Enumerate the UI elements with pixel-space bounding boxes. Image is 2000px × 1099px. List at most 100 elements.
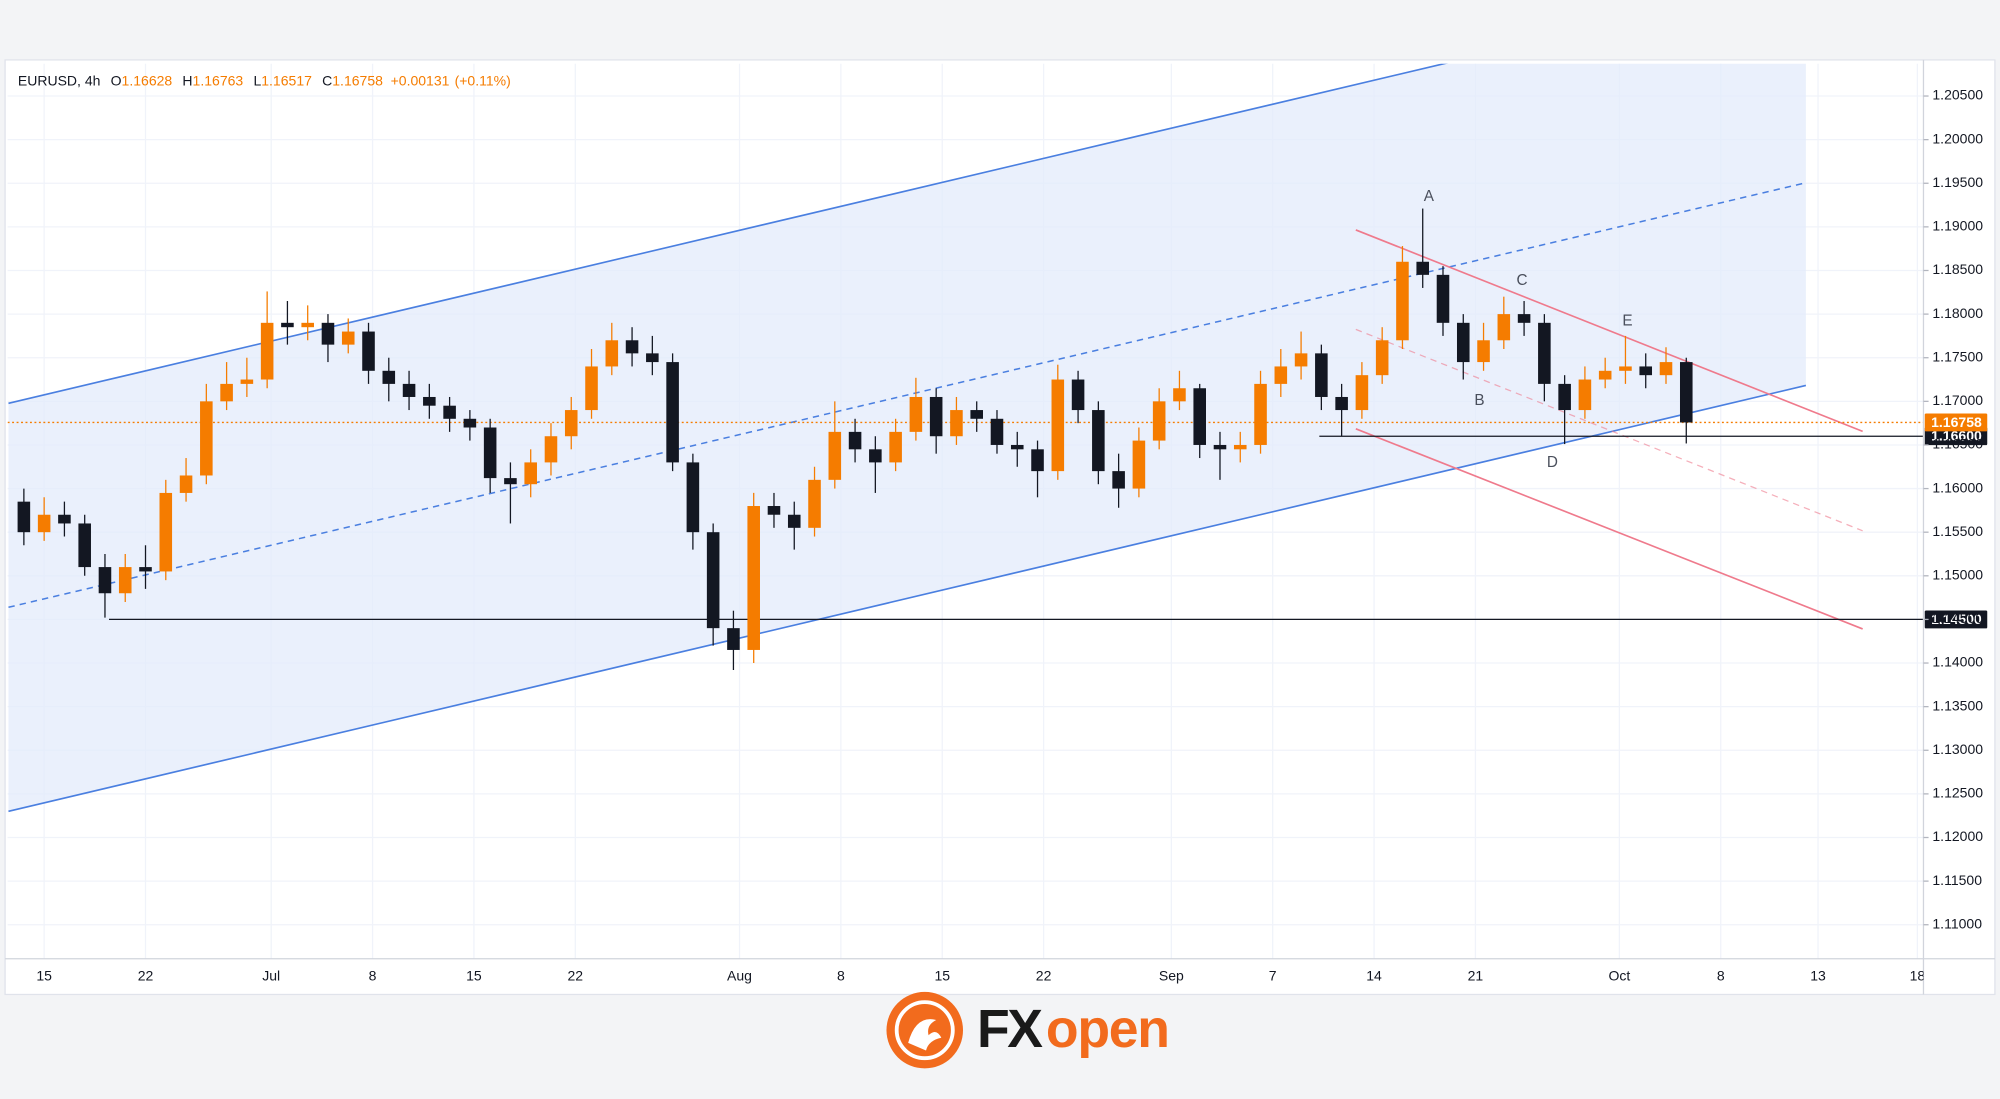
candle-body xyxy=(443,405,456,419)
candle-body xyxy=(889,431,902,463)
legend-value: 1.16758 xyxy=(332,72,383,88)
y-tick-label: 1.15000 xyxy=(1932,567,1983,583)
candle-body xyxy=(1315,353,1328,397)
y-tick-label: 1.13000 xyxy=(1932,741,1983,757)
candle-body xyxy=(970,410,983,419)
candle-body xyxy=(1639,366,1653,376)
symbol-legend: EURUSD, 4h O1.16628 H1.16763 L1.16517 C1.167… xyxy=(18,72,511,88)
channel-middle xyxy=(8,181,1807,609)
triangle-upper xyxy=(1355,229,1863,433)
price-label-box xyxy=(1924,427,1988,446)
candle-body xyxy=(1558,383,1571,411)
candle-body xyxy=(1375,340,1389,376)
candles xyxy=(17,208,1693,671)
y-tick-label: 1.20000 xyxy=(1932,130,1983,146)
x-tick-label: 13 xyxy=(1810,967,1826,983)
candle-body xyxy=(1051,379,1065,472)
candle-body xyxy=(869,449,882,463)
y-tick-label: 1.15500 xyxy=(1932,523,1983,539)
candle-body xyxy=(382,370,396,384)
legend-value: 1.16763 xyxy=(193,72,244,88)
price-label-box xyxy=(1924,610,1988,629)
pattern-label: E xyxy=(1622,313,1632,330)
pattern-label: B xyxy=(1474,392,1484,409)
x-tick-label: Oct xyxy=(1608,967,1630,983)
y-tick-label: 1.16000 xyxy=(1932,479,1983,495)
y-tick-label: 1.19500 xyxy=(1932,174,1983,190)
x-tick-label: Sep xyxy=(1159,967,1184,983)
candle-body xyxy=(1213,444,1227,450)
candle-body xyxy=(950,410,963,437)
x-axis: 15 22 Jul 8 15 22 Aug 8 15 22 Sep 7 14 21 Oct 8 13 18 xyxy=(36,967,1923,983)
y-tick-label: 1.17000 xyxy=(1932,392,1983,408)
legend-key: H xyxy=(182,72,192,88)
x-tick-label: 14 xyxy=(1366,967,1382,983)
candle-body xyxy=(423,396,436,406)
candle-body xyxy=(78,523,91,568)
candle-body xyxy=(483,427,497,479)
candle-body xyxy=(37,514,51,533)
candle-body xyxy=(220,383,233,402)
brand-fx: FX xyxy=(977,1000,1043,1059)
candle-body xyxy=(848,431,862,450)
y-tick-label: 1.11000 xyxy=(1932,915,1982,931)
candle-body xyxy=(564,410,578,437)
candle-body xyxy=(544,436,558,463)
y-tick-label: 1.12500 xyxy=(1932,785,1983,801)
candle-body xyxy=(747,506,760,650)
legend-value: 1.16628 xyxy=(122,72,173,88)
candle-body xyxy=(1619,366,1632,371)
candle-body xyxy=(1132,440,1146,489)
candle-body xyxy=(1355,375,1369,411)
candle-body xyxy=(260,322,274,380)
y-tick-label: 1.13500 xyxy=(1932,697,1983,713)
candle-body xyxy=(1659,362,1673,376)
candle-body xyxy=(321,322,335,345)
legend-symbol: EURUSD, 4h xyxy=(18,72,101,88)
candle-body xyxy=(1335,396,1348,411)
legend-value: 1.16517 xyxy=(261,72,312,88)
candle-body xyxy=(706,532,720,629)
candle-body xyxy=(281,322,294,328)
candle-body xyxy=(524,462,537,485)
legend-key: O xyxy=(111,72,122,88)
pattern-label: A xyxy=(1424,188,1435,205)
candle-body xyxy=(727,628,740,650)
y-tick-label: 1.14500 xyxy=(1932,610,1983,626)
candle-body xyxy=(1497,314,1511,341)
candle-body xyxy=(686,462,700,533)
candle-body xyxy=(301,322,314,328)
y-tick-label: 1.18500 xyxy=(1932,261,1983,277)
y-tick-label: 1.19000 xyxy=(1932,218,1983,234)
candle-body xyxy=(1274,366,1288,384)
candle-body xyxy=(58,514,71,524)
price-label: 1.14500 xyxy=(1931,611,1982,627)
candle-body xyxy=(179,475,193,493)
candle-body xyxy=(1294,353,1308,367)
candle-body xyxy=(1517,314,1531,323)
x-tick-label: 21 xyxy=(1468,967,1484,983)
candle-body xyxy=(1477,340,1490,363)
candle-body xyxy=(159,492,173,572)
candle-body xyxy=(402,383,416,397)
candle-body xyxy=(1538,322,1551,384)
candle-body xyxy=(808,479,821,528)
y-tick-label: 1.11500 xyxy=(1932,872,1982,888)
candle-body xyxy=(1578,379,1592,411)
candle-body xyxy=(200,401,213,476)
candle-body xyxy=(17,501,31,533)
candle-body xyxy=(1010,444,1024,450)
candle-body xyxy=(1071,379,1085,411)
candle-body xyxy=(362,331,375,371)
y-tick-label: 1.14000 xyxy=(1932,654,1983,670)
price-label: 1.16600 xyxy=(1931,428,1982,444)
legend-change: +0.00131 xyxy=(391,72,450,88)
candle-body xyxy=(341,331,355,345)
y-tick-label: 1.17500 xyxy=(1932,348,1983,364)
pattern-label: D xyxy=(1547,454,1558,471)
candle-body xyxy=(1436,274,1450,323)
candle-body xyxy=(605,340,619,367)
brand-open: open xyxy=(1046,1000,1169,1059)
